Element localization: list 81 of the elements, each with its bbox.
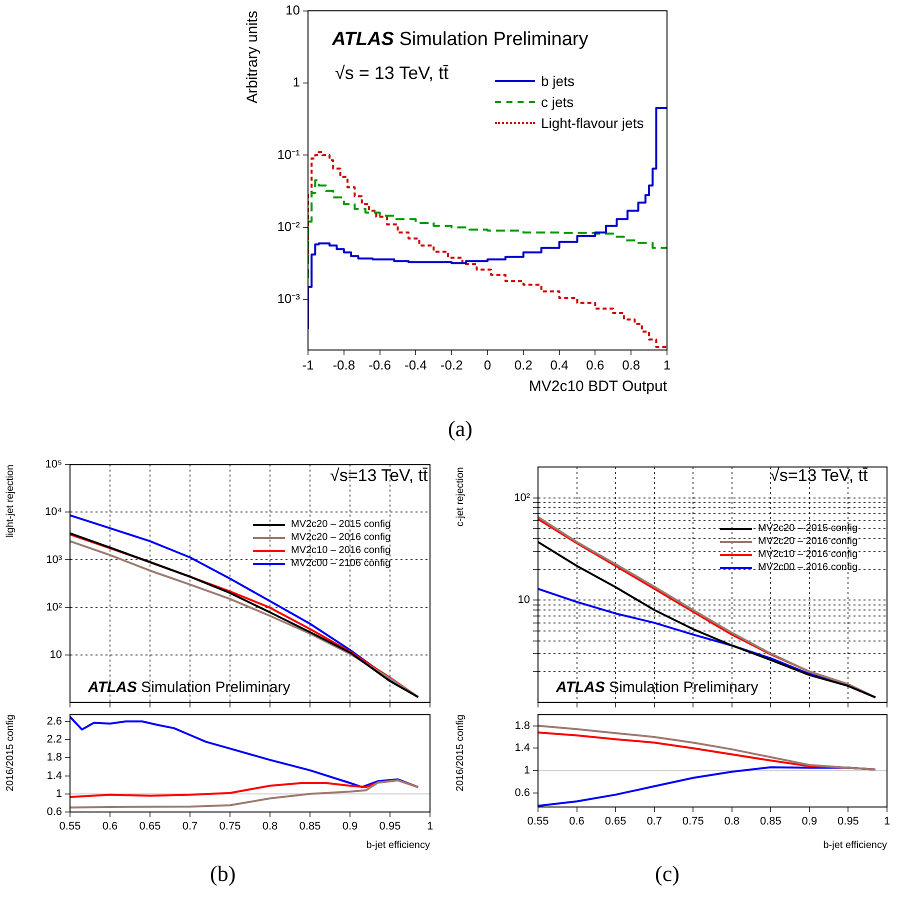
annotation: ATLAS Simulation Preliminary — [332, 29, 588, 50]
y-tick-label: 10⁻³ — [277, 291, 301, 306]
x-tick-label: 0.7 — [182, 820, 198, 833]
legend-label: Light-flavour jets — [541, 114, 644, 130]
legend-label: MV2c10 – 2016 config — [291, 545, 391, 556]
x-tick-label: 0.65 — [139, 820, 161, 833]
x-tick-label: 0.8 — [262, 820, 278, 833]
x-tick-label: 0.6 — [586, 357, 604, 372]
y-tick-label: 10 — [518, 594, 530, 606]
y-tick-label: 1.4 — [46, 770, 62, 782]
text: (b) — [210, 861, 236, 886]
text: (a) — [448, 416, 472, 441]
y-tick-label: 1 — [56, 788, 62, 800]
x-tick-label: 0.8 — [724, 816, 740, 828]
x-axis-title: b-jet efficiency — [366, 840, 430, 851]
x-tick-label: 0.4 — [550, 357, 568, 372]
x-tick-label: 0.65 — [604, 816, 626, 828]
legend-label: MV2c20 – 2015 config — [291, 519, 391, 530]
x-tick-label: 0.9 — [802, 816, 818, 828]
text: (c) — [655, 861, 680, 886]
x-tick-label: 0.55 — [59, 820, 81, 833]
x-tick-label: -0.8 — [332, 357, 356, 372]
legend-label: MV2c00 – 2106 config — [291, 558, 391, 569]
y-tick-label: 10 — [50, 648, 62, 661]
y-tick-label: 1.8 — [46, 752, 62, 764]
x-tick-label: -0.2 — [440, 357, 463, 372]
annotation: √s=13 TeV, tt̄ — [330, 466, 428, 485]
y-tick-label: 10⁴ — [45, 506, 62, 518]
x-tick-label: 0.6 — [102, 820, 118, 833]
annotation: ATLAS Simulation Preliminary — [88, 679, 290, 696]
y-tick-label: 1 — [292, 74, 300, 90]
x-axis-title: MV2c10 BDT Output — [528, 378, 668, 396]
x-tick-label: -0.6 — [368, 357, 392, 372]
x-tick-label: 0.2 — [514, 357, 532, 372]
x-tick-label: 0.85 — [760, 816, 782, 828]
annotation: √s = 13 TeV, tt̄ — [335, 63, 448, 83]
annotation: √s=13 TeV, tt̄ — [770, 466, 868, 485]
y-tick-label: 10³ — [46, 554, 62, 566]
annotation: ATLAS Simulation Preliminary — [556, 679, 758, 696]
y-tick-label: 10 — [286, 2, 300, 18]
legend-label: MV2c20 – 2016 config — [291, 532, 391, 543]
x-tick-label: 1 — [663, 357, 671, 372]
x-tick-label: 0.75 — [682, 816, 704, 828]
y-tick-label: 1.4 — [514, 742, 530, 754]
legend-label: MV2c20 – 2015 config — [758, 523, 858, 534]
x-tick-label: -0.4 — [404, 357, 427, 372]
x-tick-label: 0.8 — [622, 357, 640, 372]
y-tick-label: 10⁻¹ — [277, 146, 301, 162]
legend-label: MV2c10 – 2016 config — [758, 549, 858, 560]
y-axis-title: c-jet rejection — [454, 467, 466, 526]
y-axis-title: light-jet rejection — [4, 464, 16, 538]
x-tick-label: 0.95 — [838, 816, 859, 828]
x-tick-label: 0.95 — [379, 820, 401, 833]
y-tick-label: 10⁻² — [277, 218, 301, 234]
y-tick-label: 10² — [46, 601, 62, 614]
y-tick-label: 10⁵ — [45, 458, 62, 471]
x-tick-label: 0.75 — [219, 820, 241, 833]
y-tick-label: 1 — [524, 764, 530, 777]
x-axis-title: b-jet efficiency — [823, 840, 887, 851]
x-tick-label: 0.9 — [342, 820, 358, 833]
x-tick-label: 1 — [884, 816, 890, 828]
y-tick-label: 10² — [514, 492, 530, 504]
x-tick-label: 0 — [484, 357, 492, 372]
y-axis-title: 2016/2015 config — [454, 714, 466, 792]
y-axis-title: Arbitrary units — [244, 10, 262, 104]
x-tick-label: 1 — [426, 820, 434, 833]
legend-label: b jets — [541, 72, 574, 88]
y-tick-label: 0.6 — [46, 806, 62, 818]
x-tick-label: 0.6 — [569, 816, 584, 828]
x-tick-label: 0.85 — [299, 820, 321, 833]
y-axis-title: 2016/2015 config — [4, 714, 16, 792]
y-tick-label: 1.8 — [514, 720, 530, 732]
legend-label: MV2c20 – 2016 config — [758, 536, 858, 547]
x-tick-label: -1 — [302, 357, 314, 372]
x-tick-label: 0.7 — [646, 816, 662, 828]
y-tick-label: 0.6 — [514, 787, 530, 800]
y-tick-label: 2.6 — [46, 715, 62, 728]
legend-label: c jets — [541, 94, 574, 110]
legend-label: MV2c00 – 2016 config — [758, 562, 858, 573]
x-tick-label: 0.55 — [527, 816, 549, 828]
y-tick-label: 2.2 — [46, 734, 62, 746]
